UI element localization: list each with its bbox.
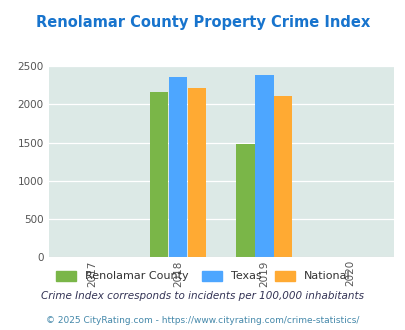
Text: © 2025 CityRating.com - https://www.cityrating.com/crime-statistics/: © 2025 CityRating.com - https://www.city… xyxy=(46,316,359,325)
Bar xyxy=(150,92,168,257)
Legend: Renolamar County, Texas, National: Renolamar County, Texas, National xyxy=(51,266,354,286)
Bar xyxy=(236,145,254,257)
Bar xyxy=(274,96,292,257)
Bar xyxy=(188,88,206,257)
Text: Renolamar County Property Crime Index: Renolamar County Property Crime Index xyxy=(36,15,369,30)
Bar xyxy=(255,75,273,257)
Text: Crime Index corresponds to incidents per 100,000 inhabitants: Crime Index corresponds to incidents per… xyxy=(41,291,364,301)
Bar xyxy=(168,78,187,257)
